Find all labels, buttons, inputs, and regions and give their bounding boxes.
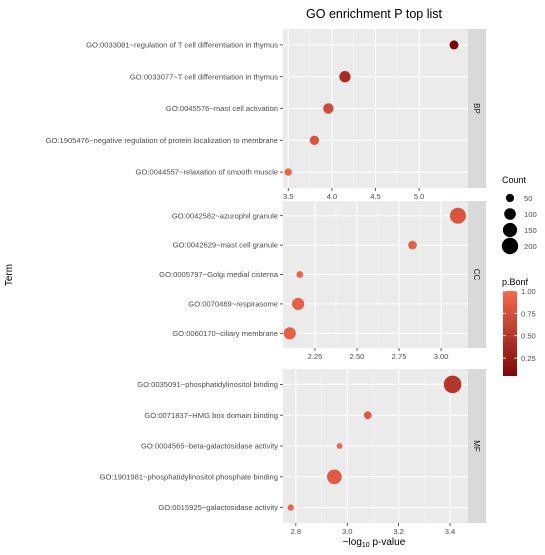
p-bonf-legend-label: 1.00 xyxy=(521,287,536,296)
p-bonf-legend-label: 0.25 xyxy=(521,354,536,363)
x-tick-label: 3.0 xyxy=(342,527,353,536)
term-label: GO:1901981~phosphatidylinositol phosphat… xyxy=(100,472,278,481)
x-tick-label: 2.25 xyxy=(308,352,323,361)
x-tick-label: 3.00 xyxy=(434,352,449,361)
count-legend-label: 150 xyxy=(524,226,537,235)
term-label: GO:0044557~relaxation of smooth muscle xyxy=(136,168,278,177)
chart-title: GO enrichment P top list xyxy=(306,7,442,21)
p-bonf-legend-title: p.Bonf xyxy=(502,277,529,287)
x-tick-label: 3.5 xyxy=(283,192,294,201)
p-bonf-legend: p.Bonf 0.25 0.50 0.75 1.00 xyxy=(502,277,536,376)
data-point xyxy=(284,168,292,176)
count-legend-key xyxy=(504,208,516,220)
facet-bp: 3.5 4.0 4.5 5.0 GO:0033081~regulation of T c… xyxy=(46,29,486,201)
x-tick-label: 2.50 xyxy=(350,352,365,361)
count-legend-label: 200 xyxy=(524,242,537,251)
count-legend-title: Count xyxy=(502,175,527,185)
x-tick-label: 5.0 xyxy=(414,192,425,201)
term-label: GO:0060170~ciliary membrane xyxy=(172,329,278,338)
p-bonf-colorbar xyxy=(503,291,517,376)
p-bonf-legend-label: 0.50 xyxy=(521,332,536,341)
term-label: GO:0042629~mast cell granule xyxy=(173,241,278,250)
x-tick-label: 4.5 xyxy=(370,192,381,201)
x-axis-title-prefix: −log xyxy=(343,537,362,548)
facet-cc: 2.25 2.50 2.75 3.00 GO:0042582~azurophil gra… xyxy=(159,201,486,361)
x-tick-label: 4.0 xyxy=(327,192,338,201)
term-label: GO:0004565~beta-galactosidase activity xyxy=(141,442,278,451)
data-point xyxy=(287,504,294,511)
data-point xyxy=(283,327,296,340)
term-label: GO:0071837~HMG box domain binding xyxy=(144,411,278,420)
data-point xyxy=(363,411,372,420)
data-point xyxy=(323,103,334,114)
count-legend-label: 100 xyxy=(524,210,537,219)
x-axis-title-suffix: p-value xyxy=(370,537,406,548)
facet-strip xyxy=(468,369,486,523)
data-point xyxy=(327,469,342,485)
term-label: GO:0042582~azurophil granule xyxy=(172,211,278,220)
facet-strip-label: CC xyxy=(472,269,481,281)
x-tick-label: 2.75 xyxy=(392,352,407,361)
x-axis-title-subscript: 10 xyxy=(362,542,370,549)
term-label: GO:0045576~mast cell activation xyxy=(166,104,278,113)
x-tick-label: 3.2 xyxy=(393,527,404,536)
data-point xyxy=(309,135,320,145)
y-axis-title: Term xyxy=(4,264,15,286)
count-legend-key xyxy=(502,222,518,238)
facet-strip xyxy=(468,201,486,348)
term-label: GO:0033077~T cell differentiation in thy… xyxy=(130,72,278,81)
count-legend-key xyxy=(505,193,515,203)
term-label: GO:0070469~respirasome xyxy=(188,300,278,309)
term-label: GO:0033081~regulation of T cell differen… xyxy=(86,41,278,50)
term-label: GO:0035091~phosphatidylinositol binding xyxy=(137,380,278,389)
term-label: GO:1905476~negative regulation of protei… xyxy=(46,136,278,145)
facet-mf: 2.8 3.0 3.2 3.4 GO:0035091~phosphatidylinosi… xyxy=(100,369,486,536)
x-tick-label: 3.4 xyxy=(445,527,456,536)
p-bonf-legend-label: 0.75 xyxy=(521,309,536,318)
facet-strip-label: BP xyxy=(472,103,481,114)
facet-panels: 3.5 4.0 4.5 5.0 GO:0033081~regulation of T c… xyxy=(46,29,486,536)
data-point xyxy=(408,240,417,250)
term-label: GO:0015925~galactosidase activity xyxy=(158,503,278,512)
x-tick-label: 2.8 xyxy=(291,527,302,536)
facet-strip xyxy=(468,29,486,188)
count-legend-key xyxy=(501,237,519,255)
count-legend: Count 50 100 150 200 xyxy=(501,175,537,255)
data-point xyxy=(449,207,466,224)
data-point xyxy=(336,443,343,449)
data-point xyxy=(443,375,462,394)
data-point xyxy=(449,40,459,50)
data-point xyxy=(296,271,304,278)
facet-strip-label: MF xyxy=(472,440,481,452)
data-point xyxy=(292,297,305,310)
count-legend-label: 50 xyxy=(524,194,532,203)
x-axis-title: −log10 p-value xyxy=(343,537,406,549)
data-point xyxy=(339,71,351,83)
term-label: GO:0005797~Golgi medial cisterna xyxy=(159,270,279,279)
